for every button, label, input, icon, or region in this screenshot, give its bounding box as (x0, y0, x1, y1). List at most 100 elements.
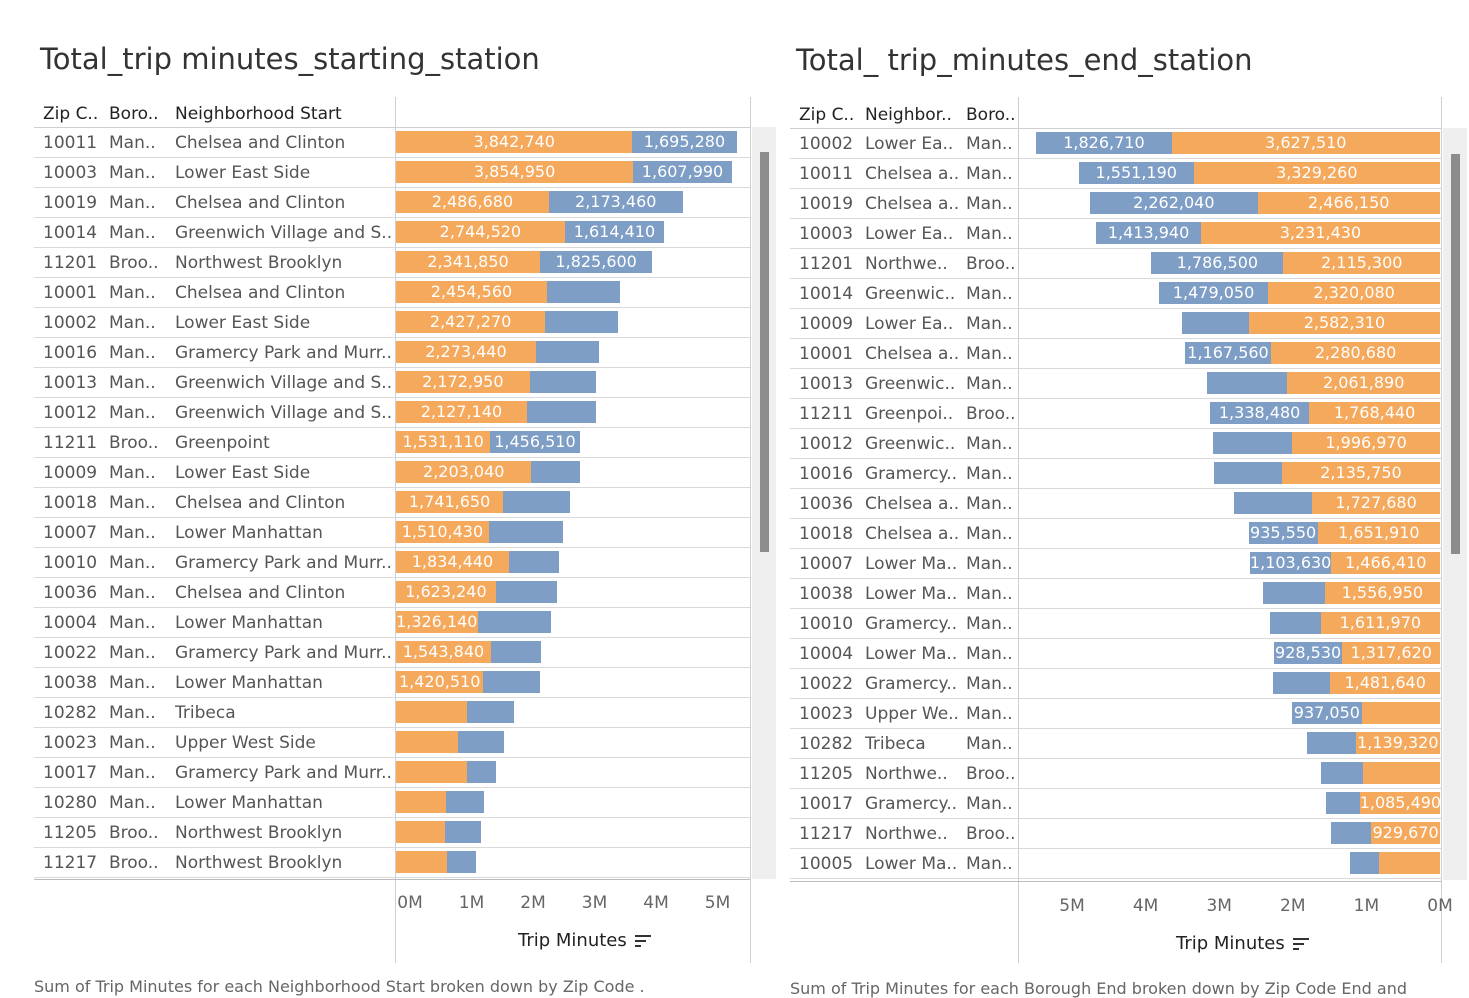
table-row[interactable]: 10004 Man.. Lower Manhattan (34, 608, 750, 638)
right-header-zip[interactable]: Zip C.. (799, 105, 855, 125)
bar-orange-segment[interactable]: 1,317,620 (1342, 642, 1440, 664)
bar-orange-segment[interactable]: 1,139,320 (1355, 732, 1440, 754)
bar-blue-segment[interactable] (526, 401, 597, 423)
bar-blue-segment[interactable]: 1,413,940 (1096, 222, 1201, 244)
table-row[interactable]: 10019 Chelsea a.. Man.. (790, 189, 1441, 219)
bar-blue-segment[interactable]: 937,050 (1292, 702, 1362, 724)
right-header-borough[interactable]: Boro.. (966, 105, 1016, 125)
bar-blue-segment[interactable]: 1,551,190 (1078, 162, 1194, 184)
bar-orange-segment[interactable] (396, 701, 467, 723)
right-scrollbar-thumb[interactable] (1451, 154, 1460, 554)
table-row[interactable]: 10009 Man.. Lower East Side (34, 458, 750, 488)
bar-blue-segment[interactable] (447, 851, 476, 873)
table-row[interactable]: 10016 Man.. Gramercy Park and Murr.. (34, 338, 750, 368)
bar-orange-segment[interactable]: 1,085,490 (1359, 792, 1440, 814)
bar-blue-segment[interactable]: 1,479,050 (1158, 282, 1269, 304)
bar-orange-segment[interactable]: 3,842,740 (396, 131, 633, 153)
bar-blue-segment[interactable] (508, 551, 560, 573)
right-axis-title[interactable]: Trip Minutes (1176, 933, 1309, 954)
bar-blue-segment[interactable]: 935,550 (1248, 522, 1318, 544)
table-row[interactable]: 10004 Lower Ma.. Man.. (790, 639, 1441, 669)
left-axis-title[interactable]: Trip Minutes (518, 930, 651, 951)
bar-orange-segment[interactable]: 2,135,750 (1281, 462, 1440, 484)
left-header-neighborhood[interactable]: Neighborhood Start (175, 104, 342, 124)
bar-blue-segment[interactable] (1213, 462, 1282, 484)
bar-orange-segment[interactable] (396, 821, 445, 843)
table-row[interactable]: 11217 Broo.. Northwest Brooklyn (34, 848, 750, 878)
bar-orange-segment[interactable]: 2,172,950 (396, 371, 530, 393)
table-row[interactable]: 11211 Broo.. Greenpoint (34, 428, 750, 458)
bar-blue-segment[interactable] (1325, 792, 1360, 814)
bar-blue-segment[interactable]: 1,695,280 (632, 131, 737, 153)
bar-orange-segment[interactable]: 2,273,440 (396, 341, 536, 363)
bar-blue-segment[interactable] (1269, 612, 1321, 634)
bar-blue-segment[interactable] (466, 761, 496, 783)
bar-blue-segment[interactable]: 1,338,480 (1210, 402, 1310, 424)
table-row[interactable]: 10013 Man.. Greenwich Village and S.. (34, 368, 750, 398)
bar-orange-segment[interactable]: 3,231,430 (1200, 222, 1440, 244)
table-row[interactable]: 10014 Greenwic.. Man.. (790, 279, 1441, 309)
bar-blue-segment[interactable] (488, 521, 564, 543)
bar-blue-segment[interactable] (495, 581, 558, 603)
table-row[interactable]: 10009 Lower Ea.. Man.. (790, 309, 1441, 339)
table-row[interactable]: 10002 Lower Ea.. Man.. (790, 129, 1441, 159)
table-row[interactable]: 10005 Lower Ma.. Man.. (790, 849, 1441, 879)
bar-blue-segment[interactable]: 2,262,040 (1090, 192, 1258, 214)
bar-blue-segment[interactable] (1263, 582, 1325, 604)
bar-orange-segment[interactable]: 1,727,680 (1312, 492, 1440, 514)
left-header-zip[interactable]: Zip C.. (43, 104, 99, 124)
bar-orange-segment[interactable]: 1,531,110 (396, 431, 491, 453)
table-row[interactable]: 11201 Broo.. Northwest Brooklyn (34, 248, 750, 278)
table-row[interactable]: 10001 Man.. Chelsea and Clinton (34, 278, 750, 308)
table-row[interactable]: 10023 Man.. Upper West Side (34, 728, 750, 758)
table-row[interactable]: 10007 Man.. Lower Manhattan (34, 518, 750, 548)
bar-blue-segment[interactable]: 1,607,990 (633, 161, 732, 183)
table-row[interactable]: 10018 Man.. Chelsea and Clinton (34, 488, 750, 518)
right-header-neighborhood[interactable]: Neighbor.. (865, 105, 952, 125)
table-row[interactable]: 10010 Man.. Gramercy Park and Murr.. (34, 548, 750, 578)
bar-orange-segment[interactable]: 1,768,440 (1309, 402, 1440, 424)
table-row[interactable]: 10022 Man.. Gramercy Park and Murr.. (34, 638, 750, 668)
table-row[interactable]: 10282 Man.. Tribeca (34, 698, 750, 728)
table-row[interactable]: 10016 Gramercy.. Man.. (790, 459, 1441, 489)
bar-orange-segment[interactable]: 2,427,270 (396, 311, 546, 333)
bar-orange-segment[interactable]: 2,744,520 (396, 221, 565, 243)
bar-orange-segment[interactable]: 1,651,910 (1317, 522, 1440, 544)
bar-blue-segment[interactable]: 928,530 (1273, 642, 1343, 664)
bar-orange-segment[interactable]: 2,454,560 (396, 281, 547, 303)
table-row[interactable]: 10014 Man.. Greenwich Village and S.. (34, 218, 750, 248)
table-row[interactable]: 10019 Man.. Chelsea and Clinton (34, 188, 750, 218)
sort-icon[interactable] (634, 934, 651, 948)
bar-blue-segment[interactable] (466, 701, 515, 723)
bar-blue-segment[interactable] (1206, 372, 1288, 394)
bar-orange-segment[interactable]: 1,543,840 (396, 641, 491, 663)
bar-orange-segment[interactable] (396, 731, 459, 753)
bar-blue-segment[interactable]: 1,614,410 (564, 221, 665, 243)
bar-blue-segment[interactable] (477, 611, 551, 633)
table-row[interactable]: 10011 Chelsea a.. Man.. (790, 159, 1441, 189)
bar-blue-segment[interactable]: 1,786,500 (1151, 252, 1284, 274)
bar-blue-segment[interactable]: 1,456,510 (490, 431, 580, 453)
table-row[interactable]: 10007 Lower Ma.. Man.. (790, 549, 1441, 579)
table-row[interactable]: 10282 Tribeca Man.. (790, 729, 1441, 759)
bar-orange-segment[interactable]: 1,420,510 (396, 671, 484, 693)
bar-blue-segment[interactable]: 1,167,560 (1184, 342, 1272, 364)
table-row[interactable]: 10280 Man.. Lower Manhattan (34, 788, 750, 818)
table-row[interactable]: 11205 Northwe.. Broo.. (790, 759, 1441, 789)
bar-blue-segment[interactable] (1233, 492, 1313, 514)
bar-blue-segment[interactable] (1331, 822, 1372, 844)
table-row[interactable]: 10010 Gramercy.. Man.. (790, 609, 1441, 639)
table-row[interactable]: 10002 Man.. Lower East Side (34, 308, 750, 338)
table-row[interactable]: 10038 Man.. Lower Manhattan (34, 668, 750, 698)
bar-orange-segment[interactable]: 1,510,430 (396, 521, 489, 543)
bar-orange-segment[interactable]: 1,326,140 (396, 611, 478, 633)
table-row[interactable]: 11211 Greenpoi.. Broo.. (790, 399, 1441, 429)
bar-orange-segment[interactable]: 2,466,150 (1257, 192, 1440, 214)
bar-blue-segment[interactable]: 1,103,630 (1249, 552, 1332, 574)
table-row[interactable]: 11201 Northwe.. Broo.. (790, 249, 1441, 279)
bar-orange-segment[interactable]: 3,329,260 (1193, 162, 1440, 184)
bar-orange-segment[interactable]: 2,280,680 (1271, 342, 1440, 364)
bar-blue-segment[interactable] (1213, 432, 1293, 454)
bar-orange-segment[interactable]: 2,115,300 (1283, 252, 1440, 274)
bar-orange-segment[interactable] (1363, 762, 1440, 784)
